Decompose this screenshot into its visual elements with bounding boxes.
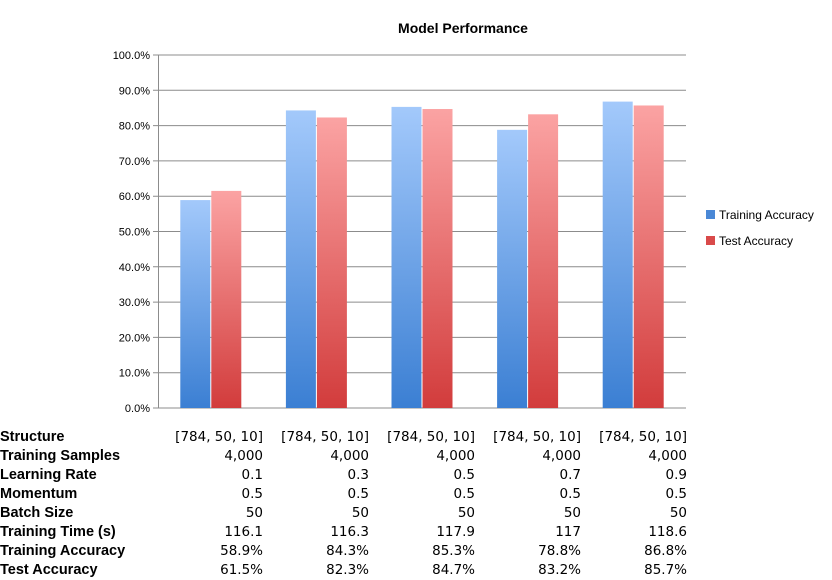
table-cell: 82.3% <box>326 562 369 578</box>
training-accuracy-bar <box>285 110 316 409</box>
table-cell: 4,000 <box>436 448 475 464</box>
y-tick-label: 30.0% <box>119 297 150 309</box>
table-cell: 85.7% <box>644 562 687 578</box>
table-cell: 61.5% <box>220 562 263 578</box>
table-cell: 0.5 <box>559 486 581 502</box>
table-cell: 83.2% <box>538 562 581 578</box>
test-accuracy-bar <box>528 114 559 408</box>
y-tick-label: 40.0% <box>119 262 150 274</box>
table-cell: 0.5 <box>665 486 687 502</box>
table-cell: [784, 50, 10] <box>387 429 475 445</box>
row-label: Test Accuracy <box>0 562 98 578</box>
table-row: Test Accuracy 61.5% 82.3% 84.7% 83.2% 85.7% <box>0 561 687 580</box>
table-cell: 50 <box>563 505 581 521</box>
y-tick-label: 80.0% <box>119 121 150 133</box>
legend-swatch <box>706 210 715 219</box>
table-cell: 0.5 <box>453 467 475 483</box>
table-cell: 116.1 <box>224 524 263 540</box>
table-cell: 4,000 <box>542 448 581 464</box>
table-cell: 4,000 <box>330 448 369 464</box>
y-tick-label: 50.0% <box>119 227 150 239</box>
legend: Training Accuracy Test Accuracy <box>706 208 814 248</box>
y-axis: 0.0% 10.0% 20.0% 30.0% 40.0% 50.0% 60.0% 70.0% 8… <box>113 50 159 415</box>
table-cell: 118.6 <box>648 524 687 540</box>
table-cell: 117 <box>555 524 581 540</box>
training-accuracy-bar <box>391 106 422 409</box>
row-label: Training Accuracy <box>0 543 126 559</box>
table-cell: [784, 50, 10] <box>281 429 369 445</box>
y-tick-label: 70.0% <box>119 156 150 168</box>
table-cell: 117.9 <box>436 524 475 540</box>
row-label: Structure <box>0 429 65 445</box>
table-cell: 50 <box>457 505 475 521</box>
table-row: Learning Rate 0.1 0.3 0.5 0.7 0.9 <box>0 466 687 485</box>
legend-label: Training Accuracy <box>719 208 814 222</box>
row-label: Learning Rate <box>0 467 97 483</box>
table-cell: 84.7% <box>432 562 475 578</box>
table-row: Momentum 0.5 0.5 0.5 0.5 0.5 <box>0 485 687 504</box>
table-row: Batch Size 50 50 50 50 50 <box>0 504 687 523</box>
table-cell: [784, 50, 10] <box>493 429 581 445</box>
table-cell: 85.3% <box>432 543 475 559</box>
bars <box>180 101 664 409</box>
row-label: Training Time (s) <box>0 524 116 540</box>
legend-swatch <box>706 236 715 245</box>
table-row: Training Samples 4,000 4,000 4,000 4,000 4,00… <box>0 447 687 466</box>
table-cell: [784, 50, 10] <box>599 429 687 445</box>
table-cell: 50 <box>245 505 263 521</box>
table-cell: 0.5 <box>453 486 475 502</box>
table-cell: 4,000 <box>648 448 687 464</box>
row-label: Training Samples <box>0 448 121 464</box>
table-cell: 116.3 <box>330 524 369 540</box>
table-cell: 0.9 <box>665 467 687 483</box>
training-accuracy-bar <box>602 101 633 408</box>
bar-chart: Model Performance 0.0% 10.0% 20.0% 30.0% 40.… <box>113 20 814 415</box>
y-tick-label: 10.0% <box>119 368 150 380</box>
table-cell: 50 <box>351 505 369 521</box>
y-tick-label: 90.0% <box>119 85 150 97</box>
table-cell: 4,000 <box>224 448 263 464</box>
parameters-table: Structure [784, 50, 10] [784, 50, 10] [784,… <box>0 428 687 580</box>
table-row: Structure [784, 50, 10] [784, 50, 10] [784,… <box>0 428 687 447</box>
table-cell: 58.9% <box>220 543 263 559</box>
y-tick-label: 20.0% <box>119 332 150 344</box>
table-cell: 0.7 <box>559 467 581 483</box>
table-row: Training Accuracy 58.9% 84.3% 85.3% 78.8% 86.… <box>0 542 687 561</box>
training-accuracy-bar <box>497 129 528 408</box>
test-accuracy-bar <box>316 117 347 408</box>
y-tick-label: 0.0% <box>125 403 150 415</box>
table-cell: 50 <box>669 505 687 521</box>
table-cell: 0.5 <box>347 486 369 502</box>
row-label: Batch Size <box>0 505 74 521</box>
row-label: Momentum <box>0 486 78 502</box>
legend-label: Test Accuracy <box>719 234 793 248</box>
table-cell: 78.8% <box>538 543 581 559</box>
test-accuracy-bar <box>633 105 664 408</box>
table-cell: 0.5 <box>241 486 263 502</box>
table-cell: [784, 50, 10] <box>175 429 263 445</box>
test-accuracy-bar <box>422 109 453 408</box>
table-cell: 0.1 <box>241 467 263 483</box>
test-accuracy-bar <box>211 190 242 408</box>
table-cell: 0.3 <box>347 467 369 483</box>
y-tick-label: 60.0% <box>119 191 150 203</box>
table-cell: 86.8% <box>644 543 687 559</box>
y-tick-label: 100.0% <box>113 50 151 62</box>
chart-title: Model Performance <box>398 20 528 36</box>
training-accuracy-bar <box>180 200 211 408</box>
table-row: Training Time (s) 116.1 116.3 117.9 117 118.6 <box>0 523 687 542</box>
table-cell: 84.3% <box>326 543 369 559</box>
